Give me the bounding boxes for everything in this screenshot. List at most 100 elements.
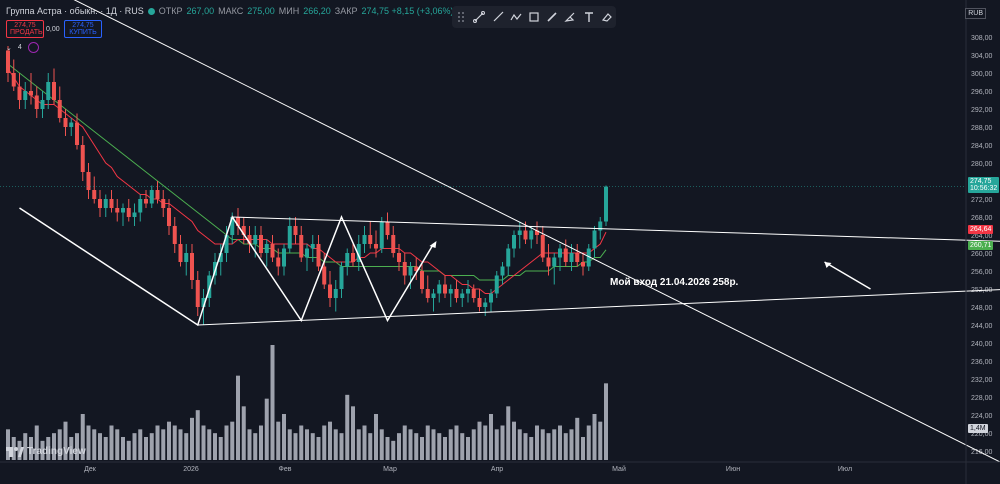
volume-bar	[11, 437, 16, 460]
candle-body	[598, 221, 603, 231]
volume-bar	[213, 433, 217, 460]
candle-body	[103, 199, 108, 208]
volume-bar	[408, 429, 413, 460]
volume-bar	[115, 429, 120, 460]
candle-body	[443, 284, 447, 294]
volume-bar	[293, 433, 298, 460]
volume-bar	[339, 433, 344, 460]
ray-tool-icon[interactable]	[491, 10, 505, 24]
volume-bar	[264, 398, 269, 460]
settings-circle-icon[interactable]	[27, 42, 39, 53]
volume-bar	[489, 414, 493, 460]
y-tick-label: 280,00	[971, 161, 993, 168]
volume-bar	[592, 414, 597, 460]
last-price-label: 274,75 10:56:32	[968, 177, 1000, 193]
triangle-top-line	[232, 216, 1000, 242]
path-tool-icon[interactable]	[509, 10, 523, 24]
volume-label: 1,4M	[968, 424, 988, 433]
candle-body	[126, 208, 131, 217]
volume-bar	[333, 429, 338, 460]
volume-bar	[517, 429, 522, 460]
currency-label[interactable]: RUB	[965, 8, 986, 19]
candle-body	[23, 91, 28, 100]
candle-body	[149, 190, 154, 204]
volume-bar	[322, 425, 327, 460]
eraser-icon[interactable]	[600, 10, 614, 24]
open-label: ОТКР	[158, 6, 183, 16]
candle-body	[362, 235, 367, 244]
volume-bar	[362, 425, 367, 460]
volume-bar	[414, 433, 419, 460]
y-tick-label: 284,00	[971, 143, 993, 150]
candle-body	[408, 266, 413, 276]
ma-green-label: 260,71	[968, 241, 994, 250]
volume-bar	[138, 429, 143, 460]
candle-body	[356, 244, 361, 262]
entry-annotation[interactable]: Мой вход 21.04.2026 258р.	[610, 277, 739, 288]
volume-bar	[224, 425, 229, 460]
volume-bar	[190, 417, 194, 460]
volume-bar	[236, 375, 240, 460]
spread-value: 0,00	[46, 26, 60, 33]
volume-bar	[40, 440, 45, 460]
rectangle-tool-icon[interactable]	[527, 10, 541, 24]
volume-bar	[351, 406, 355, 460]
candle-body	[178, 244, 183, 262]
sell-label: ПРОДАТЬ	[10, 29, 43, 36]
candle-body	[57, 100, 62, 118]
volume-bar	[558, 425, 562, 460]
volume-bar	[80, 414, 85, 460]
volume-bar	[178, 429, 183, 460]
volume-bar	[379, 429, 384, 460]
candle-body	[46, 82, 51, 100]
y-tick-label: 260,00	[971, 251, 993, 258]
drag-handle-icon[interactable]	[454, 10, 468, 24]
y-tick-label: 292,00	[971, 107, 993, 114]
symbol-title[interactable]: Группа Астра · обыкн. · 1Д · RUS	[6, 6, 144, 16]
sell-button[interactable]: 274,75 ПРОДАТЬ	[6, 20, 44, 38]
candle-body	[489, 293, 493, 303]
volume-bar	[121, 437, 125, 460]
volume-bar	[63, 421, 68, 460]
low-label: МИН	[278, 6, 300, 16]
candle-body	[604, 186, 608, 222]
volume-bar	[103, 437, 108, 460]
indicators-toggle[interactable]: ⌄ 4	[6, 42, 39, 53]
candle-body	[454, 289, 459, 298]
candle-body	[155, 190, 160, 199]
candle-body	[310, 244, 315, 249]
candle-body	[316, 244, 321, 267]
volume-bar	[253, 433, 258, 460]
volume-bar	[69, 437, 74, 460]
candle-body	[500, 266, 505, 276]
volume-bar	[276, 421, 281, 460]
y-tick-label: 308,00	[971, 35, 993, 42]
x-tick-label: Июл	[838, 466, 852, 473]
candle-body	[558, 248, 562, 258]
candle-body	[512, 235, 516, 249]
highlighter-icon[interactable]	[563, 10, 577, 24]
volume-bar	[391, 440, 396, 460]
candle-body	[339, 266, 344, 289]
volume-bar	[437, 433, 442, 460]
candle-body	[63, 118, 68, 127]
volume-bar	[218, 437, 223, 460]
candle-body	[563, 248, 568, 262]
y-tick-label: 272,00	[971, 197, 993, 204]
brush-tool-icon[interactable]	[545, 10, 559, 24]
text-tool-icon[interactable]	[582, 10, 596, 24]
volume-bar	[287, 429, 292, 460]
candle-body	[11, 73, 16, 87]
candle-body	[282, 248, 286, 267]
buy-button[interactable]: 274,75 КУПИТЬ	[64, 20, 102, 38]
x-tick-label: Мар	[383, 466, 397, 473]
volume-bar	[161, 429, 166, 460]
line-tool-icon[interactable]	[472, 10, 486, 24]
volume-bar	[34, 425, 39, 460]
volume-bar	[23, 433, 28, 460]
candle-body	[466, 289, 470, 294]
volume-bar	[506, 406, 511, 460]
volume-bar	[241, 406, 246, 460]
volume-bar	[431, 429, 436, 460]
